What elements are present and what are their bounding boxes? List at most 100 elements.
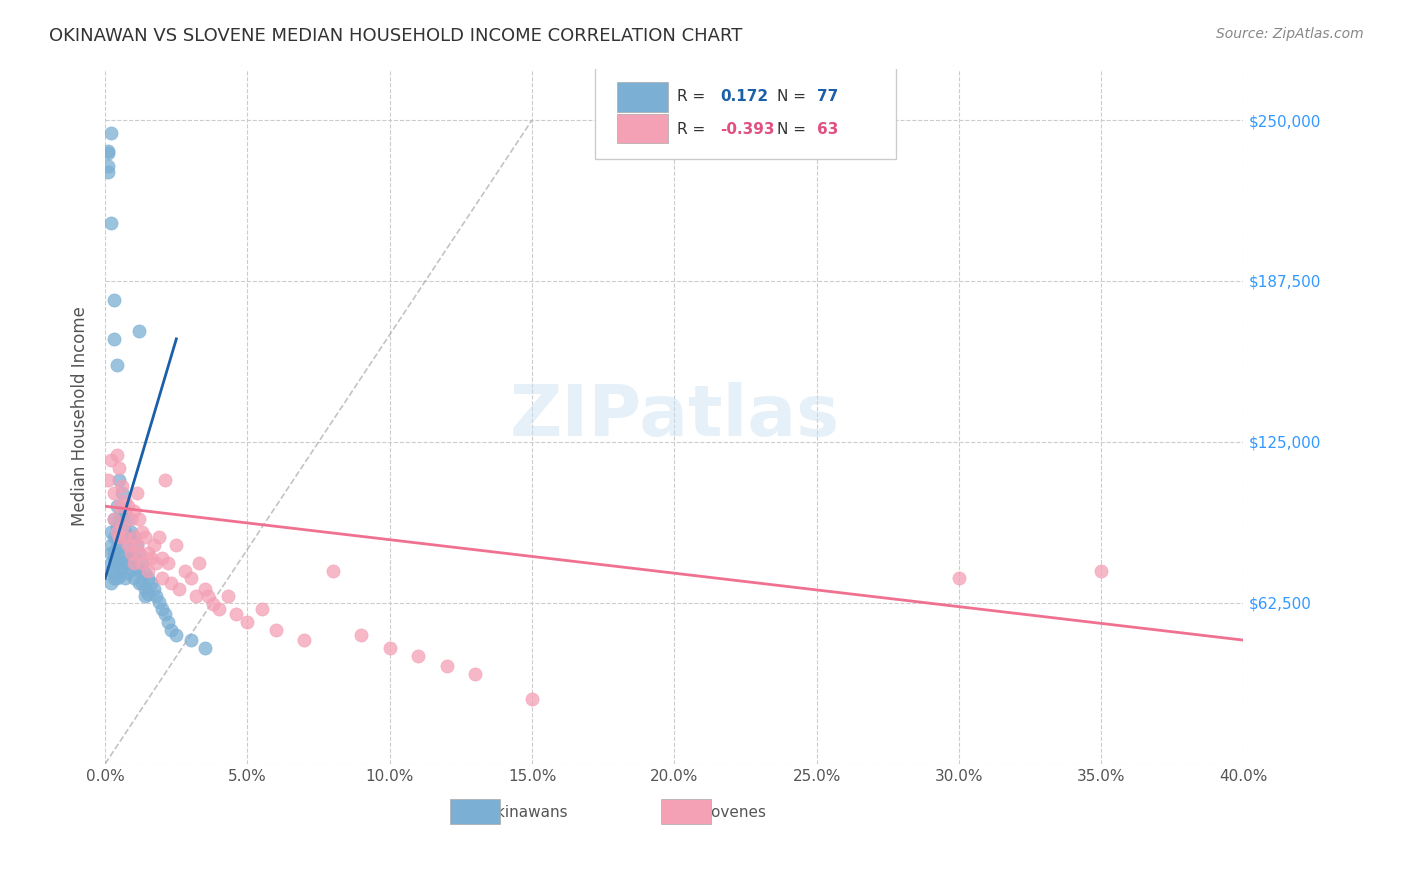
Point [142,538,165,552]
Point [105,530,128,544]
FancyBboxPatch shape [450,799,501,824]
Point [114,556,136,570]
Point [194,582,217,596]
Point [153,607,176,622]
FancyBboxPatch shape [661,799,711,824]
Point [105,571,128,585]
Point [202,597,225,611]
Point [122,530,145,544]
Point [103,545,125,559]
Point [100,453,122,467]
Point [100,126,122,140]
Point [103,512,125,526]
Point [97,146,120,161]
Point [125,561,148,575]
Point [108,556,131,570]
Point [128,576,150,591]
Point [150,602,173,616]
Point [322,564,344,578]
Point [108,545,131,559]
Point [111,478,134,492]
Point [142,582,165,596]
Point [208,602,231,616]
Point [128,324,150,338]
Point [136,545,159,559]
Point [122,530,145,544]
Point [114,571,136,585]
Point [136,587,159,601]
Point [125,486,148,500]
Point [105,556,128,570]
Point [134,590,156,604]
Point [120,561,142,575]
Point [114,524,136,539]
Point [159,576,181,591]
Text: 77: 77 [817,89,838,103]
Point [134,582,156,596]
Point [136,564,159,578]
Point [139,576,162,591]
Point [122,504,145,518]
Point [131,556,153,570]
Point [117,500,139,514]
Point [114,494,136,508]
Point [117,566,139,581]
Point [464,666,486,681]
Point [264,623,287,637]
Point [128,545,150,559]
Point [217,590,239,604]
Point [122,556,145,570]
Point [128,512,150,526]
Point [225,607,247,622]
Point [136,571,159,585]
Text: R =: R = [676,89,710,103]
Point [122,550,145,565]
Point [378,640,401,655]
Point [1090,564,1112,578]
Point [100,538,122,552]
Point [114,530,136,544]
Point [350,628,373,642]
FancyBboxPatch shape [617,113,668,143]
Point [148,530,170,544]
FancyBboxPatch shape [595,65,896,159]
Point [165,628,187,642]
Point [114,504,136,518]
Point [134,530,156,544]
Point [103,550,125,565]
Point [103,512,125,526]
Point [100,545,122,559]
Point [111,512,134,526]
Text: -0.393: -0.393 [720,121,775,136]
Point [197,590,219,604]
Point [108,568,131,582]
Point [100,216,122,230]
Point [111,550,134,565]
Point [150,571,173,585]
Point [150,550,173,565]
Point [406,648,429,663]
Y-axis label: Median Household Income: Median Household Income [72,306,89,526]
Point [186,590,208,604]
Point [103,332,125,346]
Point [117,530,139,544]
Point [128,545,150,559]
Point [100,576,122,591]
Point [156,615,179,629]
Text: Okinawans: Okinawans [485,805,568,820]
Point [153,474,176,488]
Point [948,571,970,585]
Point [125,538,148,552]
Point [236,615,259,629]
Point [105,524,128,539]
Point [117,550,139,565]
Point [103,293,125,308]
Point [117,538,139,552]
Point [167,582,190,596]
Text: R =: R = [676,121,710,136]
Point [122,571,145,585]
Point [103,486,125,500]
Point [131,556,153,570]
Text: N =: N = [776,89,811,103]
Point [188,556,211,570]
